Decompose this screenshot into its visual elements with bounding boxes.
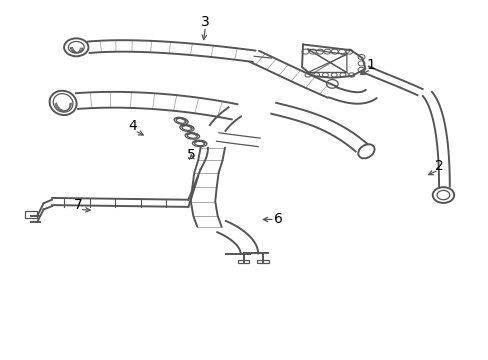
Text: 4: 4: [128, 119, 137, 133]
Bar: [25, 211, 37, 219]
Bar: [257, 260, 268, 264]
Text: 3: 3: [201, 15, 209, 29]
Text: 5: 5: [186, 148, 195, 162]
Text: 7: 7: [74, 198, 83, 212]
Text: 6: 6: [274, 212, 283, 226]
Bar: [237, 260, 249, 264]
Text: 2: 2: [434, 159, 443, 173]
Text: 1: 1: [366, 58, 375, 72]
